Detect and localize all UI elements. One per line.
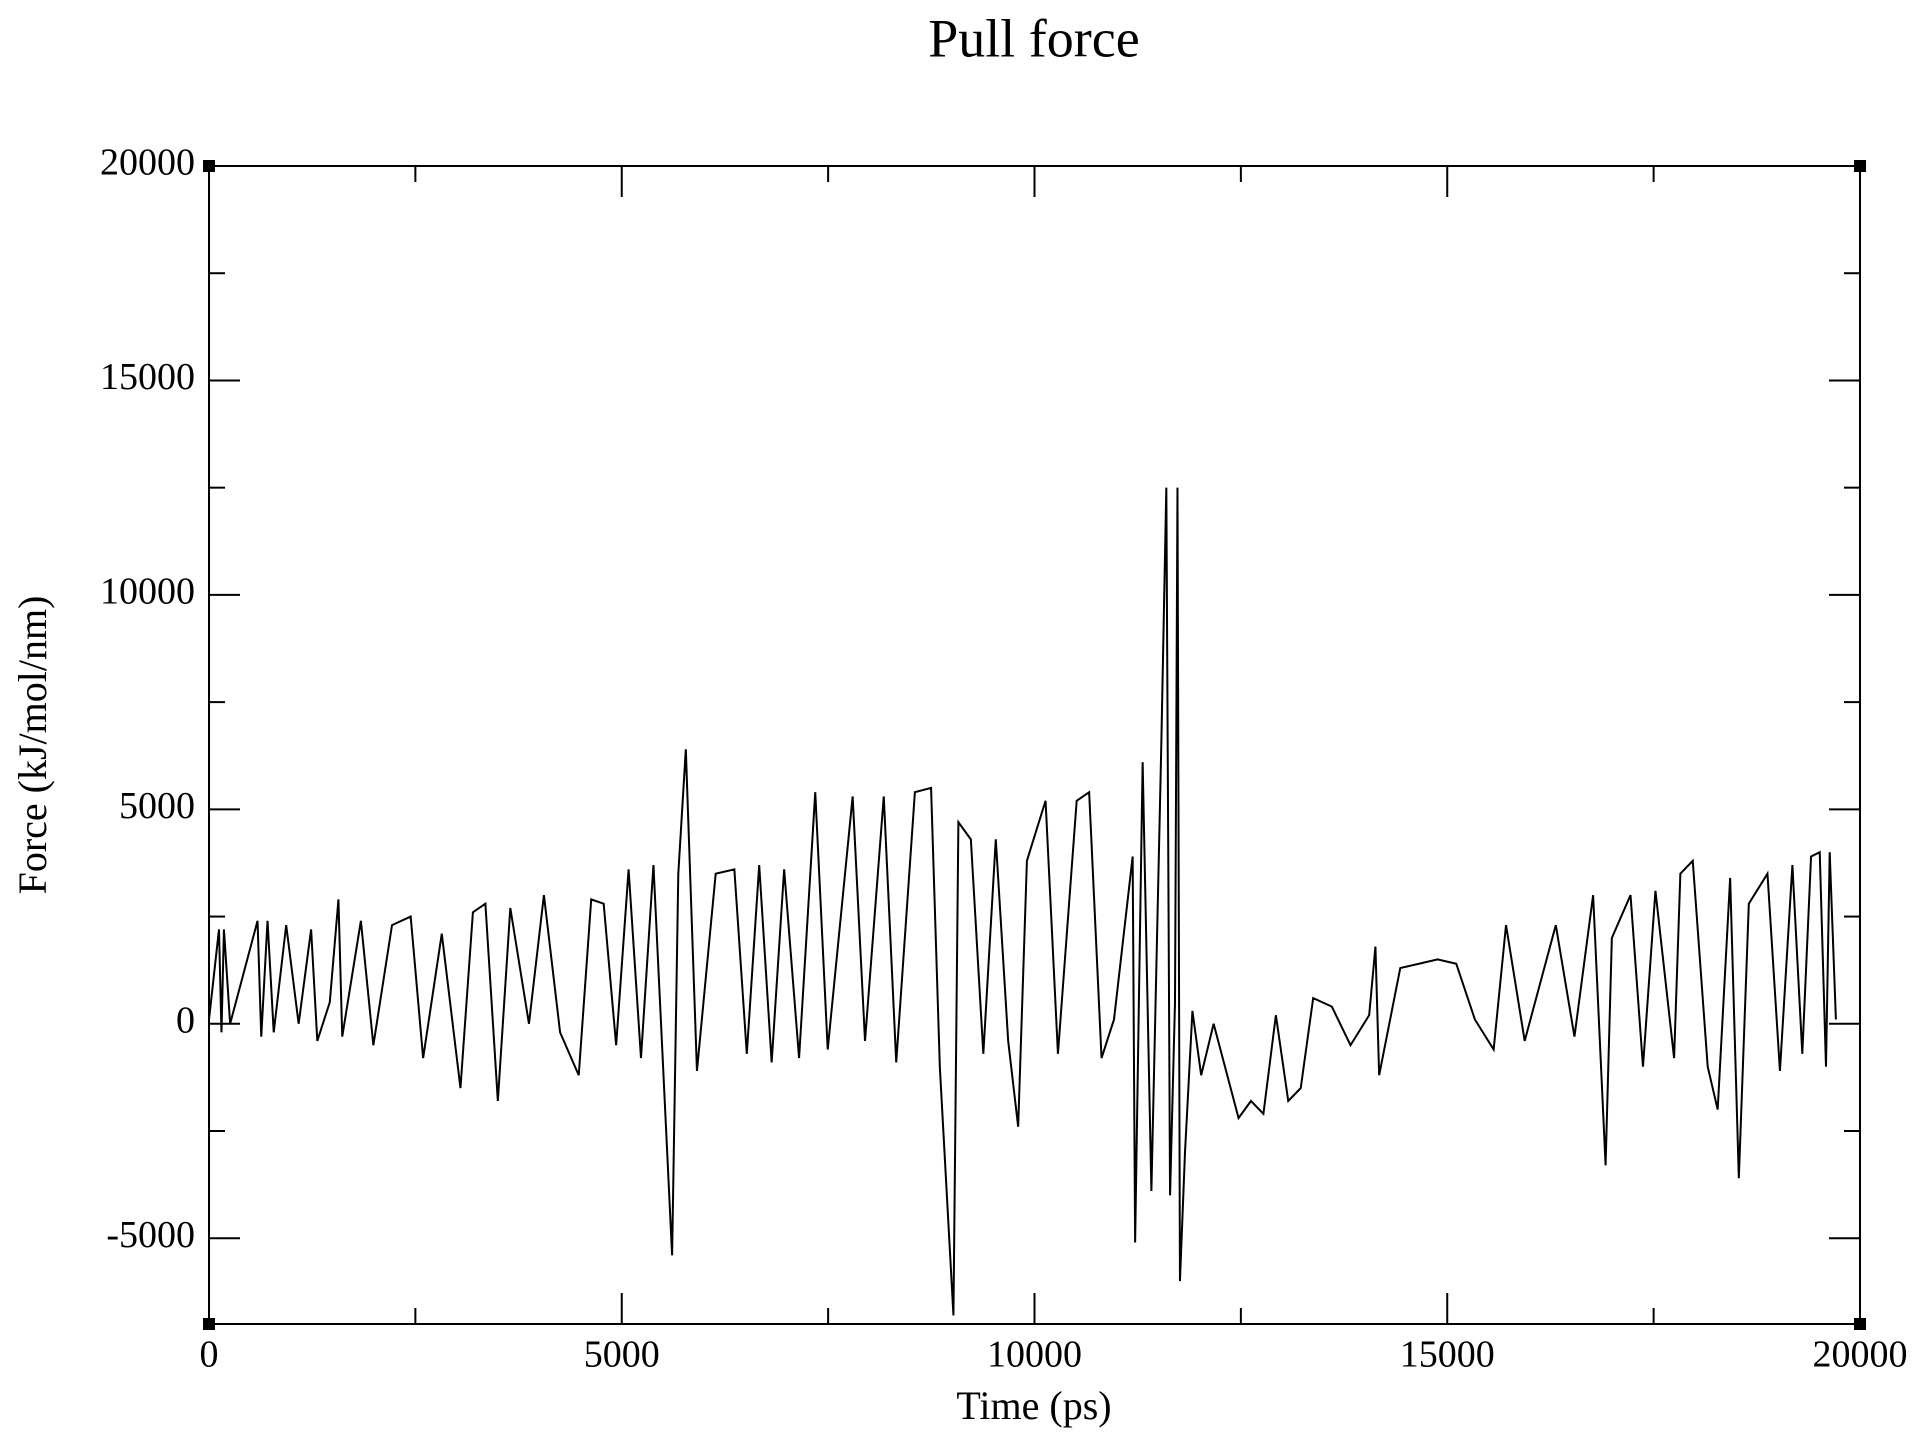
x-tick-label: 10000: [987, 1334, 1082, 1376]
plot-frame: [208, 165, 1861, 1325]
y-tick-label: 5000: [119, 785, 195, 827]
y-tick-label: -5000: [106, 1214, 195, 1256]
chart-title: Pull force: [928, 8, 1139, 68]
x-tick-label: 20000: [1813, 1334, 1908, 1376]
x-axis-label: Time (ps): [956, 1383, 1111, 1428]
x-tick-label: 5000: [584, 1334, 660, 1376]
y-tick-label: 20000: [100, 142, 195, 184]
y-axis-label: Force (kJ/mol/nm): [10, 596, 55, 895]
data-line: [208, 487, 1837, 1316]
x-tick-label: 0: [200, 1334, 219, 1376]
y-tick-label: 10000: [100, 571, 195, 613]
y-tick-label: 15000: [100, 356, 195, 398]
y-tick-label: 0: [176, 999, 195, 1041]
x-tick-label: 15000: [1400, 1334, 1495, 1376]
